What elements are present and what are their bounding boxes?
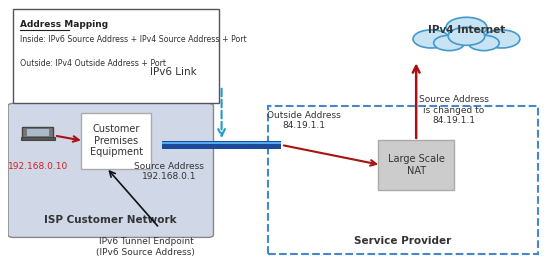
FancyBboxPatch shape bbox=[27, 129, 48, 136]
Text: Address Mapping: Address Mapping bbox=[20, 20, 108, 29]
Text: Outside: IPv4 Outside Address + Port: Outside: IPv4 Outside Address + Port bbox=[20, 59, 166, 68]
Text: ISP Customer Network: ISP Customer Network bbox=[45, 215, 177, 225]
Circle shape bbox=[446, 17, 487, 37]
Text: Outside Address
84.19.1.1: Outside Address 84.19.1.1 bbox=[267, 111, 341, 130]
FancyBboxPatch shape bbox=[14, 9, 219, 103]
Circle shape bbox=[483, 30, 520, 48]
Text: Inside: IPv6 Source Address + IPv4 Source Address + Port: Inside: IPv6 Source Address + IPv4 Sourc… bbox=[20, 35, 246, 44]
FancyBboxPatch shape bbox=[162, 141, 281, 149]
Text: Customer
Premises
Equipment: Customer Premises Equipment bbox=[90, 124, 143, 157]
FancyBboxPatch shape bbox=[378, 140, 454, 191]
FancyBboxPatch shape bbox=[22, 127, 53, 139]
Text: IPv6 Link: IPv6 Link bbox=[150, 67, 196, 78]
FancyBboxPatch shape bbox=[81, 113, 151, 169]
Text: Service Provider: Service Provider bbox=[354, 236, 452, 246]
Text: Source Address
192.168.0.1: Source Address 192.168.0.1 bbox=[134, 162, 204, 181]
Text: Source Address
is changed to
84.19.1.1: Source Address is changed to 84.19.1.1 bbox=[419, 95, 489, 125]
Text: IPv4 Internet: IPv4 Internet bbox=[428, 25, 505, 34]
FancyBboxPatch shape bbox=[20, 137, 55, 140]
FancyBboxPatch shape bbox=[8, 103, 213, 237]
Text: 192.168.0.10: 192.168.0.10 bbox=[8, 162, 68, 171]
FancyBboxPatch shape bbox=[162, 142, 281, 144]
Circle shape bbox=[448, 27, 485, 45]
Circle shape bbox=[434, 35, 465, 51]
Circle shape bbox=[413, 30, 449, 48]
Text: IPv6 Tunnel Endpoint
(IPv6 Source Address): IPv6 Tunnel Endpoint (IPv6 Source Addres… bbox=[96, 237, 195, 257]
Circle shape bbox=[468, 35, 499, 51]
Text: Large Scale
NAT: Large Scale NAT bbox=[388, 154, 444, 176]
